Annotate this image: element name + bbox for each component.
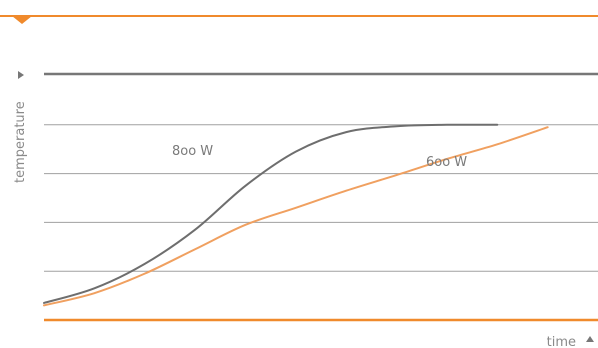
x-axis-label: time [547, 335, 576, 348]
series-line-800w [43, 123, 499, 304]
y-axis-arrow-icon [18, 71, 24, 79]
chart-frame [0, 15, 598, 342]
series-line-600w [43, 126, 549, 307]
series-label-800w: 8oo W [172, 144, 213, 159]
grid-lines [44, 124, 598, 272]
series-lines [43, 123, 549, 307]
series-label-600w: 6oo W [426, 155, 467, 170]
x-axis-arrow-icon [586, 336, 594, 342]
y-axis-label: temperature [13, 101, 28, 183]
chart-labels: temperature time 8oo W 6oo W [13, 101, 576, 348]
top-triangle-marker [12, 16, 32, 24]
